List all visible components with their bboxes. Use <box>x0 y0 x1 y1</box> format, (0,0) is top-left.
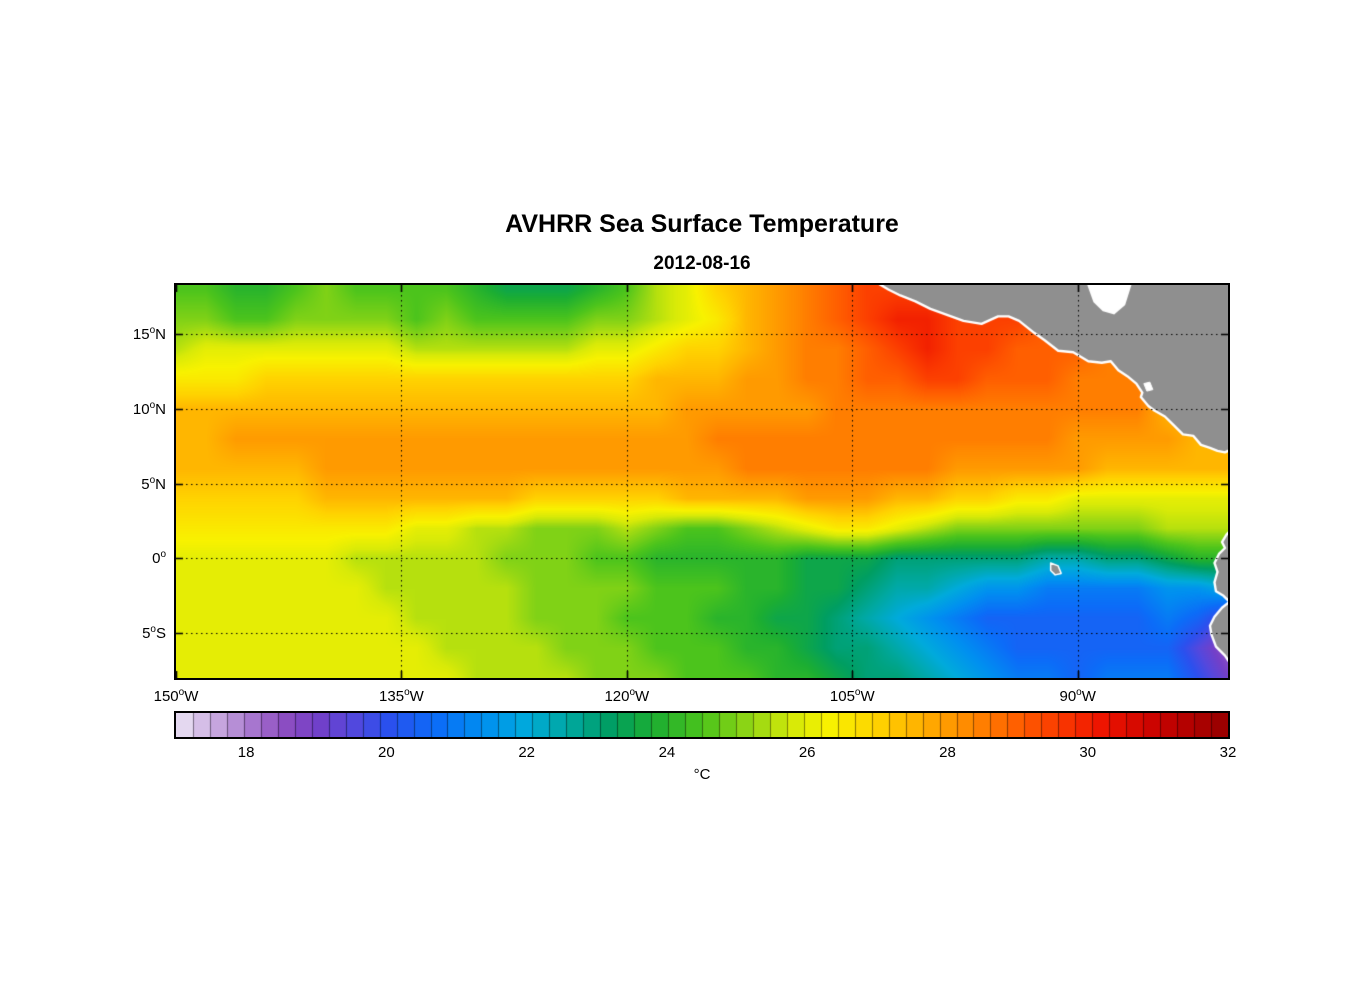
y-tick-label: 5oN <box>141 474 166 493</box>
colorbar-tick-label: 30 <box>1079 744 1097 761</box>
x-tick-label: 105oW <box>829 687 875 705</box>
x-tick-label: 120oW <box>604 687 650 705</box>
map-plot-area <box>174 283 1230 680</box>
colorbar-tick-label: 20 <box>378 744 395 761</box>
x-tick-label: 150oW <box>153 687 199 705</box>
sst-map-canvas <box>176 285 1228 678</box>
y-tick-label: 10oN <box>132 400 166 419</box>
colorbar-tick-label: 24 <box>658 744 676 761</box>
y-tick-label: 15oN <box>132 325 166 344</box>
colorbar-canvas <box>176 713 1228 737</box>
chart-date-subtitle: 2012-08-16 <box>653 253 751 274</box>
x-tick-label: 135oW <box>379 687 424 705</box>
colorbar-tick-label: 26 <box>798 744 816 761</box>
colorbar-tick-label: 18 <box>237 744 255 761</box>
colorbar-tick-label: 32 <box>1219 744 1237 761</box>
colorbar <box>174 711 1230 739</box>
y-tick-label: 5oS <box>142 624 166 643</box>
y-tick-label: 0o <box>152 549 166 568</box>
colorbar-tick-label: 28 <box>939 744 956 761</box>
colorbar-tick-label: 22 <box>518 744 535 761</box>
colorbar-unit-label: °C <box>693 766 711 783</box>
x-tick-label: 90oW <box>1059 687 1096 705</box>
chart-title: AVHRR Sea Surface Temperature <box>505 210 899 238</box>
